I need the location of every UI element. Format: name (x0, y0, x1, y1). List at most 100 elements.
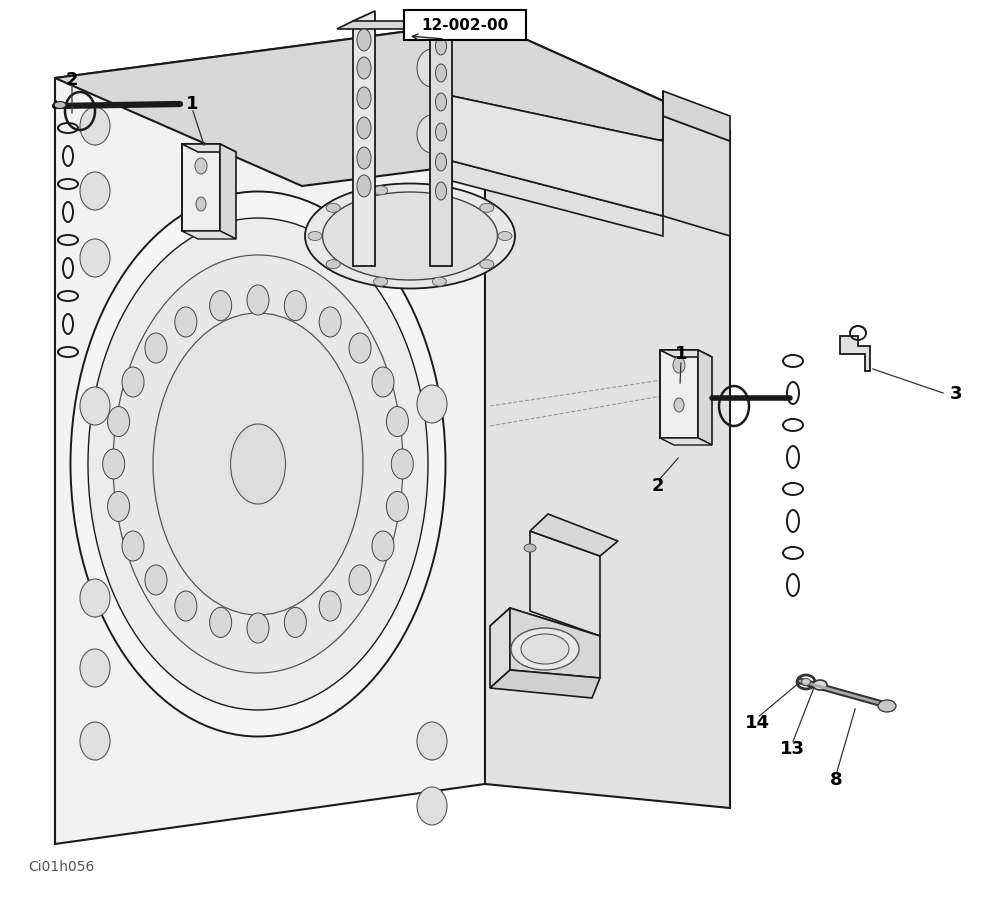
Ellipse shape (145, 333, 167, 363)
Polygon shape (430, 11, 452, 266)
Ellipse shape (145, 565, 167, 595)
Ellipse shape (122, 367, 144, 397)
Polygon shape (490, 608, 510, 688)
Polygon shape (698, 350, 712, 445)
Polygon shape (55, 21, 485, 844)
Ellipse shape (357, 117, 371, 139)
Text: 12-002-00: 12-002-00 (421, 17, 509, 32)
Ellipse shape (326, 260, 340, 268)
Ellipse shape (674, 398, 684, 412)
Polygon shape (452, 96, 663, 216)
Ellipse shape (436, 37, 446, 55)
Ellipse shape (80, 387, 110, 425)
Ellipse shape (436, 182, 446, 200)
Ellipse shape (326, 203, 340, 213)
Ellipse shape (432, 186, 446, 195)
Text: 8: 8 (830, 771, 842, 789)
Polygon shape (660, 350, 712, 357)
Ellipse shape (357, 57, 371, 79)
Ellipse shape (511, 628, 579, 670)
Polygon shape (530, 531, 600, 636)
Polygon shape (490, 608, 600, 654)
Ellipse shape (305, 183, 515, 289)
Ellipse shape (349, 333, 371, 363)
Ellipse shape (480, 203, 494, 213)
Ellipse shape (108, 407, 130, 437)
Ellipse shape (153, 313, 363, 615)
Ellipse shape (498, 232, 512, 241)
Polygon shape (182, 144, 220, 231)
Text: 13: 13 (780, 740, 804, 758)
Ellipse shape (374, 186, 388, 195)
Ellipse shape (386, 407, 408, 437)
Ellipse shape (878, 700, 896, 712)
Ellipse shape (103, 449, 125, 479)
Ellipse shape (374, 278, 388, 286)
Polygon shape (182, 144, 236, 152)
Polygon shape (353, 11, 375, 266)
Ellipse shape (80, 107, 110, 145)
Ellipse shape (308, 232, 322, 241)
Ellipse shape (88, 218, 428, 710)
Ellipse shape (386, 492, 408, 521)
Ellipse shape (195, 158, 207, 174)
Ellipse shape (480, 260, 494, 268)
Ellipse shape (802, 679, 810, 685)
Polygon shape (182, 231, 236, 239)
Ellipse shape (284, 290, 306, 321)
Ellipse shape (357, 87, 371, 109)
Ellipse shape (108, 492, 130, 521)
Ellipse shape (436, 123, 446, 141)
Text: 2: 2 (652, 477, 664, 495)
Polygon shape (660, 438, 712, 445)
Ellipse shape (80, 649, 110, 687)
Ellipse shape (521, 634, 569, 664)
Text: 1: 1 (186, 95, 198, 113)
Ellipse shape (349, 565, 371, 595)
Ellipse shape (175, 591, 197, 621)
Ellipse shape (436, 93, 446, 111)
Ellipse shape (372, 531, 394, 561)
Polygon shape (485, 21, 730, 808)
Ellipse shape (322, 192, 498, 280)
Ellipse shape (391, 449, 413, 479)
Polygon shape (337, 21, 468, 29)
Polygon shape (530, 514, 618, 556)
Ellipse shape (417, 722, 447, 760)
Ellipse shape (319, 591, 341, 621)
Polygon shape (663, 91, 730, 141)
Ellipse shape (357, 147, 371, 169)
Polygon shape (660, 350, 698, 438)
Ellipse shape (80, 239, 110, 277)
Ellipse shape (210, 290, 232, 321)
Ellipse shape (417, 115, 447, 153)
Ellipse shape (247, 285, 269, 315)
Polygon shape (663, 116, 730, 236)
Polygon shape (510, 608, 600, 678)
Ellipse shape (813, 680, 827, 690)
Ellipse shape (417, 49, 447, 87)
Ellipse shape (417, 385, 447, 423)
Ellipse shape (122, 531, 144, 561)
Ellipse shape (524, 544, 536, 552)
Text: Ci01h056: Ci01h056 (28, 860, 94, 874)
Ellipse shape (70, 191, 446, 736)
Ellipse shape (372, 367, 394, 397)
Polygon shape (55, 21, 730, 186)
Polygon shape (840, 336, 870, 371)
Ellipse shape (196, 197, 206, 211)
Ellipse shape (673, 357, 685, 373)
FancyBboxPatch shape (404, 10, 526, 40)
Ellipse shape (247, 613, 269, 643)
Ellipse shape (54, 102, 66, 108)
Ellipse shape (319, 307, 341, 337)
Ellipse shape (357, 29, 371, 51)
Ellipse shape (357, 175, 371, 197)
Ellipse shape (436, 153, 446, 171)
Ellipse shape (80, 722, 110, 760)
Ellipse shape (417, 787, 447, 825)
Ellipse shape (284, 607, 306, 638)
Polygon shape (490, 670, 600, 698)
Ellipse shape (80, 579, 110, 617)
Polygon shape (452, 161, 663, 236)
